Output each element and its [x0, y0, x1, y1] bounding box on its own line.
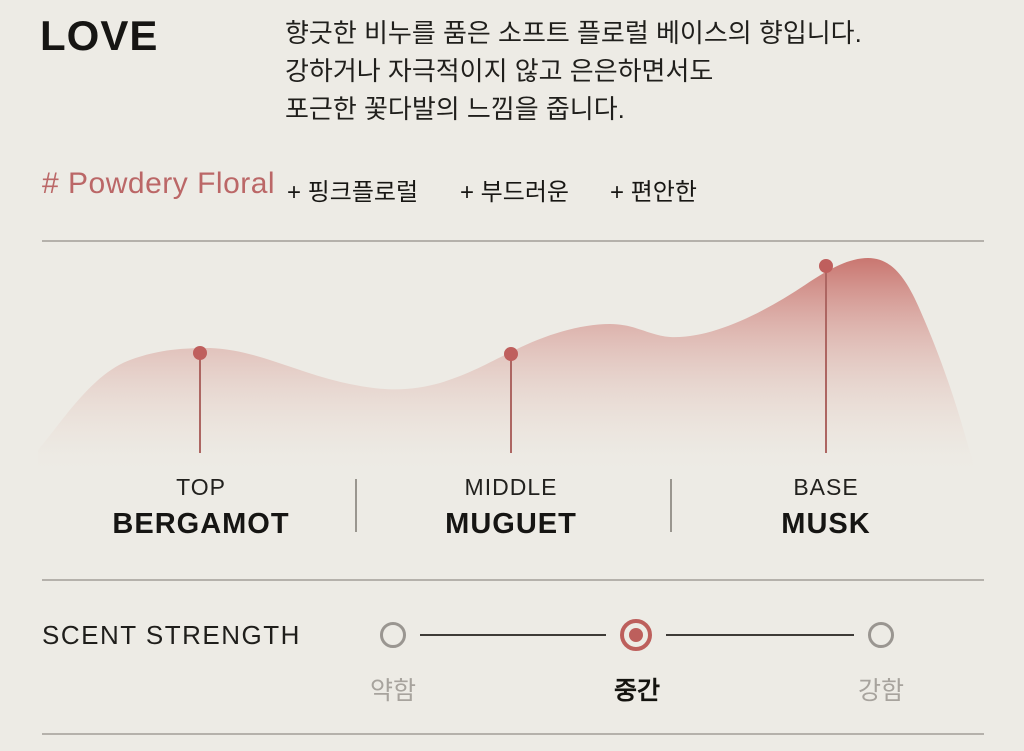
description-line: 포근한 꽃다발의 느낌을 줍니다.	[285, 94, 625, 124]
strength-option-weak-label: 약함	[369, 677, 416, 705]
divider-middle	[42, 579, 984, 581]
strength-scale-line	[666, 634, 854, 636]
note-level-label: BASE	[793, 474, 859, 500]
scent-description: 향긋한 비누를 품은 소프트 플로럴 베이스의 향입니다. 강하거나 자극적이지…	[285, 14, 862, 128]
scent-strength-label: SCENT STRENGTH	[42, 620, 301, 650]
note-name-label: MUSK	[781, 508, 871, 540]
note-name-label: MUGUET	[445, 508, 577, 540]
scent-keyword: + 부드러운	[460, 179, 570, 206]
strength-radio-weak[interactable]	[380, 622, 406, 648]
note-top: TOP BERGAMOT	[51, 474, 351, 541]
divider-top	[42, 240, 984, 242]
marker-dot-top	[193, 346, 207, 360]
strength-option-medium-label: 중간	[613, 677, 660, 705]
radio-selected-dot	[629, 628, 643, 642]
scent-keyword: + 핑크플로럴	[287, 179, 419, 206]
scent-intensity-wave-chart	[38, 258, 976, 475]
marker-dot-base	[819, 259, 833, 273]
scent-title: LOVE	[40, 12, 159, 59]
strength-scale-line	[420, 634, 606, 636]
note-separator	[670, 479, 672, 532]
note-middle: MIDDLE MUGUET	[361, 474, 661, 541]
divider-bottom	[42, 733, 984, 735]
description-line: 향긋한 비누를 품은 소프트 플로럴 베이스의 향입니다.	[285, 18, 862, 48]
note-level-label: MIDDLE	[464, 474, 558, 500]
strength-option-strong-label: 강함	[857, 677, 904, 705]
note-level-label: TOP	[176, 474, 226, 500]
note-name-label: BERGAMOT	[112, 508, 290, 540]
note-separator	[355, 479, 357, 532]
strength-radio-medium-selected[interactable]	[620, 619, 652, 651]
description-line: 강하거나 자극적이지 않고 은은하면서도	[285, 56, 714, 86]
intensity-area	[38, 258, 976, 475]
scent-keyword: + 편안한	[610, 179, 697, 206]
strength-radio-strong[interactable]	[868, 622, 894, 648]
note-base: BASE MUSK	[676, 474, 976, 541]
marker-dot-middle	[504, 347, 518, 361]
scent-hashtag: # Powdery Floral	[42, 167, 276, 200]
